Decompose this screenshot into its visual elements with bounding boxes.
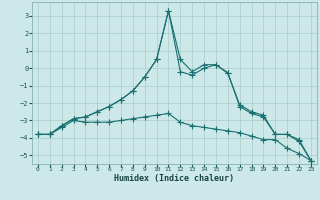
X-axis label: Humidex (Indice chaleur): Humidex (Indice chaleur) <box>115 174 234 183</box>
